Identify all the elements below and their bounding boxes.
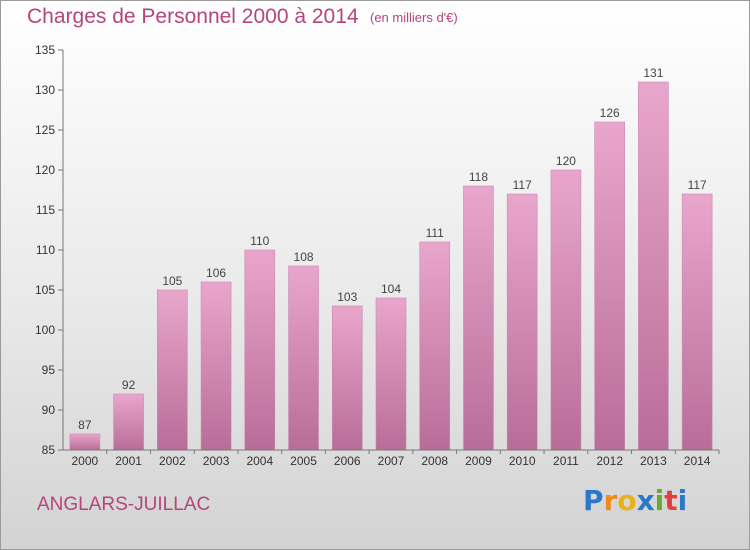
bar-2009 — [463, 185, 494, 451]
bar-2011 — [550, 169, 582, 451]
x-tick-label: 2013 — [640, 454, 667, 468]
x-tick-label: 2009 — [465, 454, 492, 468]
bar-2008 — [419, 241, 451, 451]
y-tick-label: 90 — [42, 403, 56, 417]
x-tick-label: 2005 — [290, 454, 317, 468]
y-tick-label: 115 — [36, 203, 55, 217]
brand-letter: o — [617, 484, 637, 517]
brand-letter: P — [583, 484, 604, 517]
y-tick-label: 135 — [35, 43, 55, 57]
bar-2000 — [69, 433, 101, 451]
data-label: 108 — [294, 250, 314, 264]
bar-2014 — [681, 193, 713, 451]
x-tick-label: 2001 — [115, 454, 142, 468]
x-tick-label: 2010 — [509, 454, 536, 468]
data-label: 117 — [688, 178, 707, 192]
data-label: 120 — [556, 154, 576, 168]
data-label: 106 — [206, 266, 226, 280]
data-label: 104 — [381, 282, 401, 296]
brand-letter: i — [654, 484, 665, 517]
chart-title: Charges de Personnel 2000 à 2014 — [27, 5, 359, 28]
y-tick-label: 130 — [35, 83, 55, 97]
y-tick-label: 95 — [42, 363, 56, 377]
x-tick-label: 2002 — [159, 454, 186, 468]
data-label: 117 — [513, 178, 532, 192]
bar-2007 — [375, 297, 407, 451]
y-tick-label: 120 — [35, 163, 55, 177]
data-label: 92 — [122, 378, 136, 392]
y-tick-label: 85 — [42, 443, 56, 457]
x-tick-label: 2008 — [421, 454, 448, 468]
brand-letter: x — [636, 484, 655, 517]
x-tick-label: 2000 — [72, 454, 99, 468]
data-label: 111 — [426, 226, 445, 240]
bar-2006 — [331, 305, 363, 451]
data-label: 87 — [78, 418, 92, 432]
data-label: 126 — [600, 106, 620, 120]
x-tick-label: 2012 — [596, 454, 623, 468]
x-tick-label: 2007 — [378, 454, 405, 468]
data-label: 105 — [162, 274, 182, 288]
brand-letter: i — [677, 484, 688, 517]
brand-letter: r — [603, 484, 618, 517]
y-tick-label: 110 — [36, 243, 55, 257]
x-tick-label: 2004 — [246, 454, 273, 468]
data-label: 103 — [337, 290, 357, 304]
unit-note: (en milliers d'€) — [370, 10, 458, 25]
x-tick-label: 2011 — [553, 454, 579, 468]
brand-logo[interactable]: Proxiti — [583, 484, 687, 517]
y-tick-label: 105 — [35, 283, 55, 297]
x-tick-label: 2006 — [334, 454, 361, 468]
bar-2002 — [157, 289, 188, 451]
bar-2001 — [113, 393, 144, 451]
data-label: 118 — [469, 170, 488, 184]
bar-2013 — [638, 81, 669, 451]
x-tick-label: 2003 — [203, 454, 230, 468]
data-label: 131 — [643, 66, 663, 80]
commune-name: ANGLARS-JUILLAC — [37, 494, 211, 515]
bar-2005 — [288, 265, 319, 451]
x-tick-label: 2014 — [684, 454, 711, 468]
brand-letter: t — [664, 484, 678, 517]
bar-2004 — [244, 249, 276, 451]
bar-2003 — [200, 281, 232, 451]
bar-2010 — [506, 193, 538, 451]
y-tick-label: 125 — [35, 123, 55, 137]
bar-2012 — [594, 121, 625, 451]
y-tick-label: 100 — [35, 323, 55, 337]
data-label: 110 — [250, 234, 269, 248]
